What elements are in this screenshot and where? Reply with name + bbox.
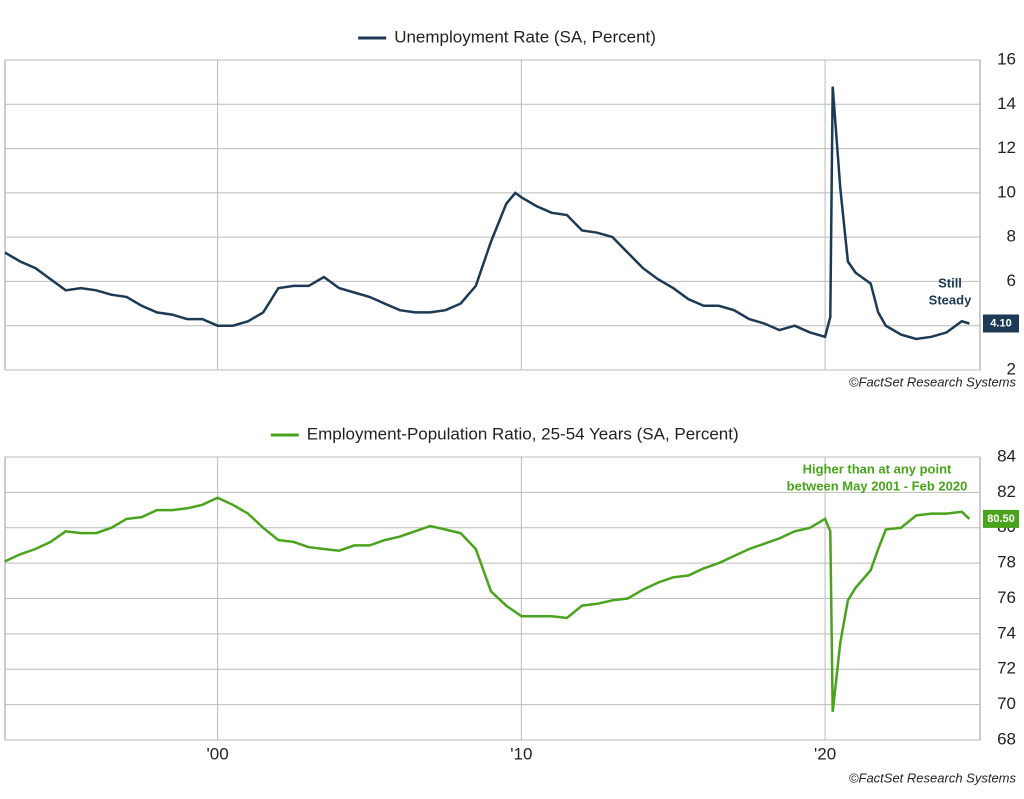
annotation: Steady <box>929 292 972 307</box>
legend-label: Employment-Population Ratio, 25-54 Years… <box>307 424 739 443</box>
y-tick-label: 8 <box>1007 227 1016 246</box>
last-value-box <box>983 509 1019 528</box>
annotation: Higher than at any point <box>803 461 952 476</box>
last-value-label: 80.50 <box>987 513 1015 525</box>
x-tick-label: '10 <box>510 744 532 763</box>
y-tick-label: 14 <box>997 94 1016 113</box>
y-tick-label: 70 <box>997 694 1016 713</box>
y-tick-label: 12 <box>997 138 1016 157</box>
y-tick-label: 84 <box>997 446 1016 465</box>
y-tick-label: 72 <box>997 659 1016 678</box>
y-tick-label: 6 <box>1007 271 1016 290</box>
y-tick-label: 68 <box>997 729 1016 748</box>
last-value-box <box>983 314 1019 333</box>
x-tick-label: '20 <box>814 744 836 763</box>
y-tick-label: 74 <box>997 623 1016 642</box>
source-note: ©FactSet Research Systems <box>849 770 1017 785</box>
y-tick-label: 76 <box>997 588 1016 607</box>
y-tick-label: 78 <box>997 553 1016 572</box>
x-tick-label: '00 <box>207 744 229 763</box>
y-tick-label: 16 <box>997 49 1016 68</box>
series-line <box>4 86 970 341</box>
legend-label: Unemployment Rate (SA, Percent) <box>394 27 656 46</box>
series-line <box>4 496 971 712</box>
annotation: Still <box>938 275 962 290</box>
y-tick-label: 2 <box>1007 359 1016 378</box>
source-note: ©FactSet Research Systems <box>849 374 1017 389</box>
y-tick-label: 82 <box>997 482 1016 501</box>
last-value-label: 4.10 <box>990 317 1011 329</box>
annotation: between May 2001 - Feb 2020 <box>787 478 968 493</box>
y-tick-label: 10 <box>997 182 1016 201</box>
